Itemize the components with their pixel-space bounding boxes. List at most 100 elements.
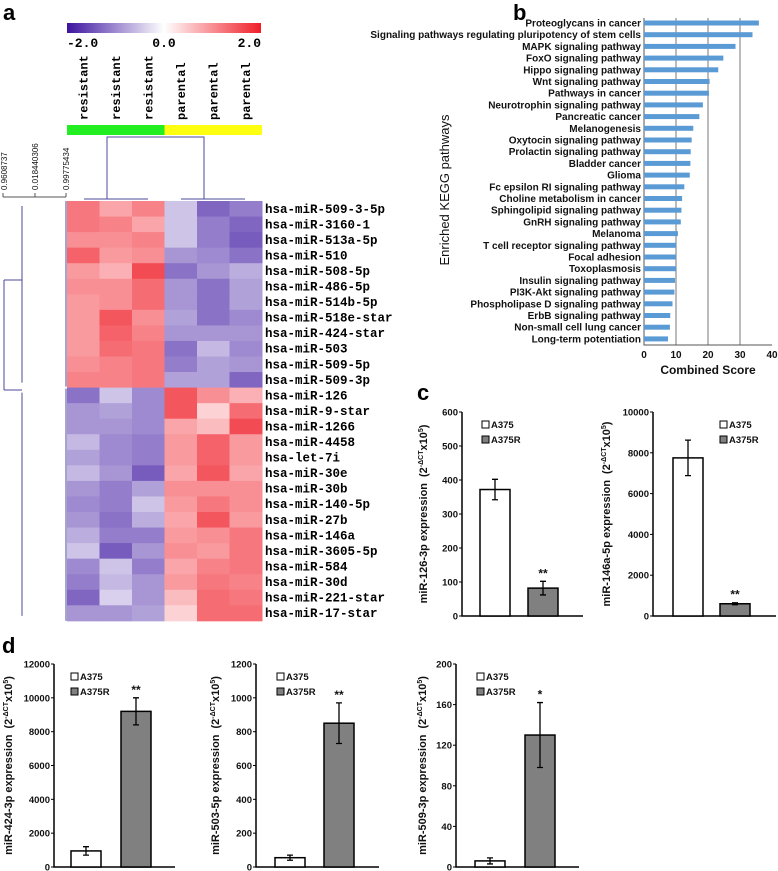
error-bar xyxy=(133,697,139,726)
row-label: hsa-miR-3605-5p xyxy=(265,545,378,559)
heatmap-cell xyxy=(67,325,100,342)
heatmap-cell xyxy=(229,589,263,606)
y-axis-title-open: (2 xyxy=(210,719,222,729)
heatmap-cell xyxy=(99,589,133,606)
y-axis-title-open: (2 xyxy=(3,719,15,729)
heatmap-cell xyxy=(197,309,230,326)
heatmap-cell xyxy=(164,527,198,544)
heatmap-cell xyxy=(99,527,133,544)
kegg-bar xyxy=(644,55,724,61)
kegg-category-label: GnRH signaling pathway xyxy=(523,217,641,228)
legend-swatch xyxy=(70,687,79,696)
heatmap-cell xyxy=(67,434,100,451)
heatmap-cell xyxy=(67,512,100,529)
column-label: parental xyxy=(207,62,221,120)
significance-marker: ** xyxy=(334,688,344,702)
kegg-bar xyxy=(644,32,753,38)
y-tick-label: 300 xyxy=(442,510,458,521)
heatmap-cell xyxy=(67,543,100,560)
y-axis-title-exp2: 5 xyxy=(601,425,608,429)
y-axis-title-exp2: 5 xyxy=(210,680,217,684)
row-label: hsa-miR-424-star xyxy=(265,327,385,341)
heatmap-cell xyxy=(67,340,100,357)
row-label: hsa-miR-513a-5p xyxy=(265,234,378,248)
heatmap-cell xyxy=(99,201,133,218)
legend-label: A375R xyxy=(486,687,516,698)
heatmap-cell xyxy=(132,372,165,389)
heatmap-cell xyxy=(164,574,198,591)
colorbar-label: 0.0 xyxy=(152,36,176,51)
y-axis-title-mid: x10 xyxy=(3,684,15,702)
dendrogram-scale-label: 0.99775434 xyxy=(62,147,71,190)
heatmap-cell xyxy=(132,527,165,544)
heatmap-cell xyxy=(164,496,198,513)
y-axis-title-ylabel: miR-503-5p expression xyxy=(210,734,222,855)
error-bar xyxy=(487,857,493,865)
bar-chart-miR-509-3p: 0 40 80 120 160 200 * A375 A375R miR-509-3p expre… xyxy=(417,660,579,871)
kegg-category-label: Long-term potentiation xyxy=(532,334,641,345)
error-bar xyxy=(287,854,293,861)
kegg-category-label: Glioma xyxy=(607,171,641,182)
legend-label: A375 xyxy=(80,672,103,683)
heatmap-cell xyxy=(99,387,133,404)
heatmap-cell xyxy=(132,356,165,373)
heatmap-cell xyxy=(197,527,230,544)
heatmap-cell xyxy=(132,434,165,451)
heatmap-cell xyxy=(229,201,263,218)
heatmap-cell xyxy=(164,309,198,326)
kegg-bar xyxy=(644,125,694,131)
heatmap-cell xyxy=(164,340,198,357)
kegg-category-label: Neurotrophin signaling pathway xyxy=(488,100,641,111)
row-label: hsa-miR-17-star xyxy=(265,607,378,621)
kegg-bar xyxy=(644,137,692,143)
heatmap-cell xyxy=(164,449,198,466)
heatmap-cell xyxy=(132,449,165,466)
row-label: hsa-miR-518e-star xyxy=(265,312,393,326)
row-dendrogram xyxy=(3,201,67,621)
kegg-bar xyxy=(644,242,676,248)
row-label: hsa-miR-509-3p xyxy=(265,374,370,388)
y-tick-label: 2000 xyxy=(628,571,649,582)
kegg-category-label: ErbB signaling pathway xyxy=(528,311,642,322)
heatmap-cell xyxy=(99,449,133,466)
y-tick-label: 0 xyxy=(644,612,649,623)
heatmap-cell xyxy=(197,543,230,560)
heatmap-cell xyxy=(99,309,133,326)
heatmap-cell xyxy=(132,605,165,622)
heatmap-cell xyxy=(164,356,198,373)
heatmap-cell xyxy=(67,387,100,404)
kegg-bar xyxy=(644,79,710,84)
kegg-bar xyxy=(644,254,676,260)
heatmap-panel: -2.0 0.0 2.0 resistant resistant resistant par… xyxy=(0,23,393,622)
heatmap-cell xyxy=(164,372,198,389)
kegg-category-label: Sphingolipid signaling pathway xyxy=(491,206,641,217)
kegg-category-label: Wnt signaling pathway xyxy=(533,77,642,88)
legend-label: A375 xyxy=(486,672,509,683)
y-tick-label: 800 xyxy=(236,727,252,738)
y-axis-title-exp: -ΔCT xyxy=(210,701,217,718)
y-axis-title-exp2: 5 xyxy=(3,680,10,684)
kegg-category-label: Proteoglycans in cancer xyxy=(525,19,641,30)
x-axis-title: Combined Score xyxy=(660,363,756,377)
heatmap-cell xyxy=(197,449,230,466)
expression-bar-charts: 0100200300400500600**A375A375RmiR-126-3p… xyxy=(3,408,776,871)
y-tick-label: 500 xyxy=(442,442,458,453)
heatmap-cell xyxy=(99,325,133,342)
y-axis-title-mid: x10 xyxy=(210,684,222,702)
heatmap-cell xyxy=(229,558,263,575)
y-axis-title-close: ) xyxy=(417,676,429,680)
error-bar xyxy=(540,580,546,596)
kegg-category-label: FoxO signaling pathway xyxy=(526,54,641,65)
row-label: hsa-miR-9-star xyxy=(265,405,370,419)
heatmap-cell xyxy=(99,403,133,420)
heatmap-cell xyxy=(197,387,230,404)
row-label: hsa-miR-30b xyxy=(265,483,348,497)
bar-chart-miR-503-5p: 0 200 400 600 800 1000 1200 ** A375 A375R miR-503-… xyxy=(210,660,379,871)
heatmap-cell xyxy=(99,216,133,233)
heatmap-cell xyxy=(164,278,198,295)
error-bar xyxy=(537,701,543,769)
heatmap-cell xyxy=(99,605,133,622)
heatmap-cell xyxy=(197,558,230,575)
colorbar-label: 2.0 xyxy=(238,36,262,51)
y-tick-label: 4000 xyxy=(628,530,649,541)
